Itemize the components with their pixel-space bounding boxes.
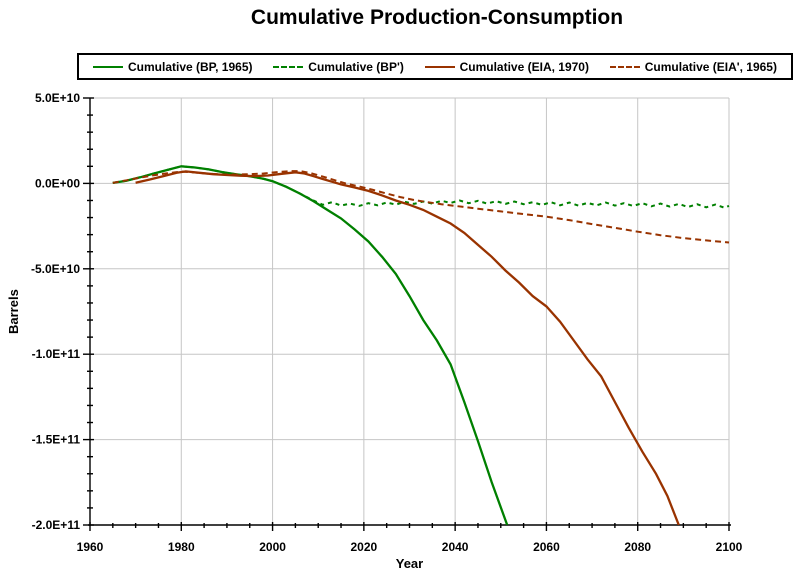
x-tick-label-2040: 2040 — [442, 540, 469, 554]
x-tick-label-1960: 1960 — [77, 540, 104, 554]
legend-line-sample-bp-1965 — [93, 65, 123, 68]
x-tick-label-2020: 2020 — [351, 540, 378, 554]
legend-label-bp-1965: Cumulative (BP, 1965) — [128, 59, 253, 74]
x-tick-label-2000: 2000 — [259, 540, 286, 554]
legend-item-eia-1970: Cumulative (EIA, 1970) — [424, 59, 589, 74]
legend-line-sample-eia-prime-1965 — [609, 65, 640, 68]
x-tick-label-2080: 2080 — [624, 540, 651, 554]
y-tick-label-5.0E+10: 5.0E+10 — [35, 91, 80, 105]
legend-item-bp-prime: Cumulative (BP') — [273, 60, 404, 74]
y-tick-label--1.0E+11: -1.0E+11 — [32, 347, 81, 361]
series-line-1 — [112, 165, 730, 209]
x-tick-label-1980: 1980 — [168, 540, 195, 554]
legend-label-eia-prime-1965: Cumulative (EIA', 1965) — [644, 59, 777, 74]
series-line-3 — [112, 170, 730, 244]
y-tick-label--1.5E+11: -1.5E+11 — [32, 433, 81, 447]
legend: Cumulative (BP, 1965) Cumulative (BP') C… — [77, 53, 793, 80]
y-axis-title: Barrels — [6, 289, 21, 334]
x-tick-label-2100: 2100 — [716, 540, 743, 554]
x-tick-label-2060: 2060 — [533, 540, 560, 554]
legend-line-sample-eia-1970 — [424, 65, 455, 68]
chart-title: Cumulative Production-Consumption — [250, 6, 624, 29]
y-tick-label--2.0E+11: -2.0E+11 — [32, 518, 81, 532]
x-axis-title: Year — [395, 556, 424, 571]
legend-item-eia-prime-1965: Cumulative (EIA', 1965) — [609, 59, 777, 74]
series-line-0 — [112, 165, 509, 525]
legend-label-bp-prime: Cumulative (BP') — [308, 59, 404, 74]
legend-line-sample-bp-prime — [273, 65, 304, 68]
y-tick-label--5.0E+10: -5.0E+10 — [31, 262, 80, 276]
y-tick-label-0.0E+00: 0.0E+00 — [35, 176, 80, 190]
legend-item-bp-1965: Cumulative (BP, 1965) — [93, 60, 253, 74]
legend-label-eia-1970: Cumulative (EIA, 1970) — [459, 59, 589, 74]
